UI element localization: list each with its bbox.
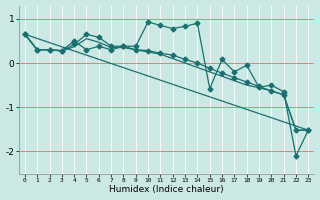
X-axis label: Humidex (Indice chaleur): Humidex (Indice chaleur) xyxy=(109,185,224,194)
